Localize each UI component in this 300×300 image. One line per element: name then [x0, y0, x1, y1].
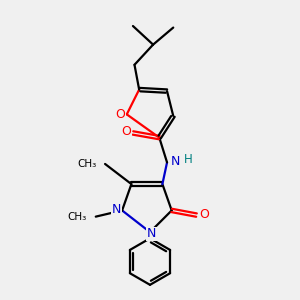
Text: N: N — [112, 203, 121, 216]
Text: N: N — [147, 227, 156, 240]
Text: O: O — [116, 108, 125, 121]
Text: N: N — [171, 155, 180, 168]
Text: O: O — [121, 125, 131, 138]
Text: H: H — [184, 153, 193, 167]
Text: CH₃: CH₃ — [77, 159, 96, 169]
Text: CH₃: CH₃ — [68, 212, 87, 222]
Text: O: O — [199, 208, 209, 221]
